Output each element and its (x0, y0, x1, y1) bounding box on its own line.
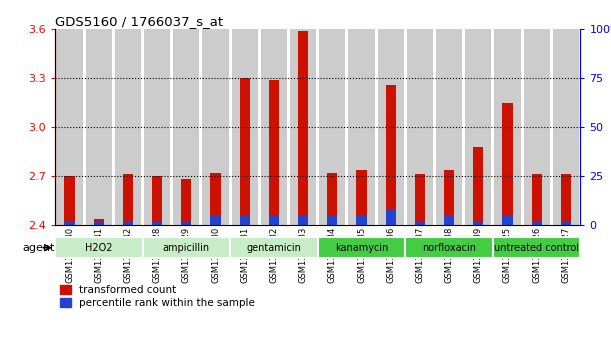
Bar (532, 174, 542, 225)
Bar (444, 215, 454, 225)
Bar (123, 221, 133, 225)
Bar (415, 221, 425, 225)
Bar (152, 221, 163, 225)
Bar (502, 215, 513, 225)
Bar (386, 85, 396, 225)
Bar (152, 176, 163, 225)
Bar (356, 170, 367, 225)
Text: kanamycin: kanamycin (335, 243, 388, 253)
Bar (210, 173, 221, 225)
Bar (269, 79, 279, 225)
Bar (319, 29, 345, 225)
Bar (181, 221, 191, 225)
Bar (327, 173, 337, 225)
Bar (378, 29, 404, 225)
Bar (230, 237, 318, 258)
Bar (174, 29, 199, 225)
Bar (502, 102, 513, 225)
Bar (298, 30, 308, 225)
Bar (386, 209, 396, 225)
Bar (93, 221, 104, 225)
Bar (240, 78, 250, 225)
Bar (524, 29, 550, 225)
Bar (444, 170, 454, 225)
Bar (86, 29, 112, 225)
Bar (415, 174, 425, 225)
Text: norfloxacin: norfloxacin (422, 243, 476, 253)
Bar (232, 29, 258, 225)
Bar (493, 237, 580, 258)
Bar (56, 29, 82, 225)
Bar (561, 221, 571, 225)
Bar (240, 215, 250, 225)
Bar (405, 237, 493, 258)
Bar (269, 215, 279, 225)
Bar (65, 221, 75, 225)
Text: H2O2: H2O2 (85, 243, 112, 253)
Bar (465, 29, 491, 225)
Bar (318, 237, 405, 258)
Bar (298, 215, 308, 225)
Bar (142, 237, 230, 258)
Bar (473, 147, 483, 225)
Bar (55, 237, 142, 258)
Bar (290, 29, 316, 225)
Text: untreated control: untreated control (494, 243, 579, 253)
Bar (115, 29, 141, 225)
Bar (473, 221, 483, 225)
Text: ampicillin: ampicillin (163, 243, 210, 253)
Bar (181, 179, 191, 225)
Bar (553, 29, 579, 225)
Bar (210, 215, 221, 225)
Bar (144, 29, 170, 225)
Bar (327, 215, 337, 225)
Bar (356, 215, 367, 225)
Bar (532, 221, 542, 225)
Text: GDS5160 / 1766037_s_at: GDS5160 / 1766037_s_at (55, 15, 223, 28)
Bar (494, 29, 521, 225)
Bar (561, 174, 571, 225)
Legend: transformed count, percentile rank within the sample: transformed count, percentile rank withi… (60, 285, 255, 308)
Text: agent: agent (23, 243, 55, 253)
Bar (202, 29, 229, 225)
Bar (407, 29, 433, 225)
Bar (65, 176, 75, 225)
Bar (436, 29, 463, 225)
Bar (348, 29, 375, 225)
Text: gentamicin: gentamicin (246, 243, 301, 253)
Bar (261, 29, 287, 225)
Bar (93, 219, 104, 225)
Bar (123, 174, 133, 225)
